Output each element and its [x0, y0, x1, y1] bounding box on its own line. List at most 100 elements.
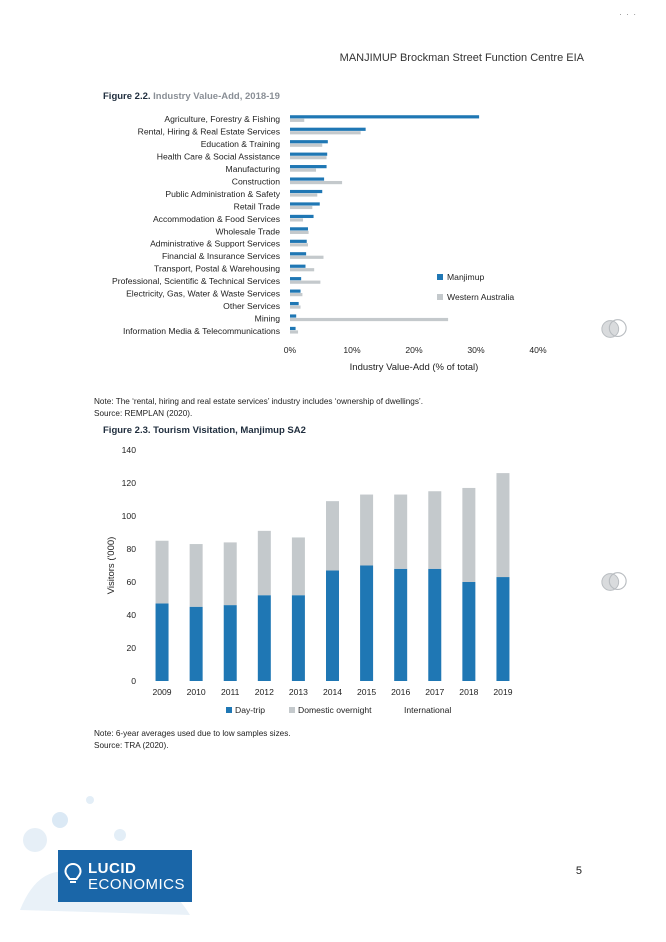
legend-label: International — [404, 705, 451, 715]
figure-2-2-label: Figure 2.2. — [103, 91, 151, 102]
bar-western-australia — [290, 168, 317, 172]
legend-label: Manjimup — [447, 272, 484, 282]
category-label: Rental, Hiring & Real Estate Services — [138, 127, 280, 137]
x-tick-label: 10% — [343, 345, 361, 355]
bar-western-australia — [290, 280, 321, 284]
note-text: Note: The ‘rental, hiring and real estat… — [94, 397, 424, 406]
bar-manjimup — [290, 314, 297, 318]
page-number: 5 — [575, 865, 582, 877]
decorative-circles-icon — [601, 572, 627, 591]
bar-manjimup — [290, 115, 480, 119]
category-label: Public Administration & Safety — [165, 189, 280, 199]
bar-segment-domestic-overnight — [360, 494, 374, 566]
bar-manjimup — [290, 202, 320, 206]
bar-segment-domestic-overnight — [155, 540, 169, 604]
bar-western-australia — [290, 156, 327, 160]
x-tick-label: 20% — [405, 345, 423, 355]
logo-text-economics: ECONOMICS — [88, 876, 186, 893]
bar-segment-day-trip — [326, 570, 339, 681]
bar-segment-domestic-overnight — [223, 542, 237, 606]
x-tick-label: 2013 — [289, 687, 308, 697]
x-tick-label: 2014 — [323, 687, 342, 697]
bar-segment-day-trip — [155, 603, 169, 681]
bar-segment-day-trip — [189, 606, 203, 681]
x-tick-label: 40% — [529, 345, 547, 355]
bar-manjimup — [290, 140, 328, 144]
category-label: Health Care & Social Assistance — [157, 152, 280, 162]
figure-2-2-title: Figure 2.2. Industry Value-Add, 2018-19 — [103, 91, 280, 102]
bar-manjimup — [290, 165, 327, 169]
category-label: Financial & Insurance Services — [162, 251, 280, 261]
bar-western-australia — [290, 205, 313, 210]
bar-western-australia — [290, 305, 301, 309]
category-label: Other Services — [223, 301, 280, 311]
source-text: Source: REMPLAN (2020). — [94, 409, 193, 418]
x-tick-label: 2011 — [221, 687, 240, 697]
x-tick-label: 2010 — [187, 687, 206, 697]
industry-value-add-chart: Agriculture, Forestry & Fishing Rental, H… — [112, 114, 547, 373]
decorative-dots: · · · — [619, 10, 636, 19]
bar-western-australia — [290, 268, 315, 272]
x-tick-label: 2016 — [391, 687, 410, 697]
tourism-visitation-chart: 0 20 40 60 80 100 120 140 Visitors ('000) 2009 201… — [106, 445, 513, 715]
bar-manjimup — [290, 277, 302, 281]
bar-manjimup — [290, 177, 325, 181]
x-tick-label: 0% — [284, 345, 297, 355]
bar-segment-day-trip — [223, 605, 237, 681]
y-tick-label: 100 — [122, 511, 137, 521]
category-label: Retail Trade — [234, 201, 281, 211]
bar-manjimup — [290, 152, 328, 156]
category-label: Wholesale Trade — [216, 226, 281, 236]
bar-western-australia — [290, 230, 309, 234]
bar-western-australia — [290, 193, 318, 197]
bar-western-australia — [290, 131, 361, 135]
legend-label: Day-trip — [235, 705, 265, 715]
category-label: Agriculture, Forestry & Fishing — [164, 114, 280, 124]
y-tick-label: 20 — [126, 643, 136, 653]
legend-swatch — [437, 294, 443, 300]
category-label: Administrative & Support Services — [150, 239, 280, 249]
category-label: Manufacturing — [226, 164, 281, 174]
bar-manjimup — [290, 264, 306, 268]
x-tick-label: 2017 — [425, 687, 444, 697]
y-axis-label: Visitors ('000) — [106, 537, 117, 595]
category-label: Professional, Scientific & Technical Ser… — [112, 276, 280, 286]
lightbulb-icon — [64, 862, 82, 883]
x-tick-label: 2012 — [255, 687, 274, 697]
legend-label: Western Australia — [447, 292, 514, 302]
category-label: Education & Training — [201, 139, 281, 149]
bar-segment-domestic-overnight — [428, 491, 442, 569]
decorative-circles-icon — [601, 319, 627, 338]
x-tick-label: 2015 — [357, 687, 376, 697]
bar-western-australia — [290, 255, 324, 259]
x-tick-label: 30% — [467, 345, 485, 355]
y-tick-label: 80 — [126, 544, 136, 554]
note-text: Note: 6-year averages used due to low sa… — [94, 729, 291, 738]
bar-segment-domestic-overnight — [462, 487, 476, 582]
y-tick-label: 40 — [126, 610, 136, 620]
x-axis-label: Industry Value-Add (% of total) — [350, 362, 479, 373]
bar-segment-day-trip — [360, 565, 374, 681]
y-tick-label: 140 — [122, 445, 137, 455]
bar-segment-domestic-overnight — [326, 501, 339, 571]
bar-segment-day-trip — [496, 577, 510, 681]
bar-western-australia — [290, 180, 343, 185]
bar-segment-day-trip — [291, 595, 305, 681]
legend-label: Domestic overnight — [298, 705, 372, 715]
figure-2-3-title: Figure 2.3. Tourism Visitation, Manjimup… — [103, 425, 306, 436]
bar-manjimup — [290, 252, 307, 256]
bar-segment-domestic-overnight — [496, 473, 510, 578]
y-tick-label: 120 — [122, 478, 137, 488]
y-tick-label: 60 — [126, 577, 136, 587]
bar-western-australia — [290, 143, 323, 147]
category-label: Electricity, Gas, Water & Waste Services — [126, 289, 280, 299]
figure-2-3-heading: Tourism Visitation, Manjimup SA2 — [153, 425, 306, 436]
x-tick-label: 2019 — [493, 687, 512, 697]
bar-manjimup — [290, 127, 366, 131]
bar-segment-day-trip — [428, 568, 442, 681]
source-text: Source: TRA (2020). — [94, 741, 169, 750]
bar-segment-day-trip — [394, 568, 408, 681]
bar-segment-domestic-overnight — [291, 537, 305, 596]
bar-manjimup — [290, 189, 323, 194]
legend-swatch — [226, 707, 232, 713]
